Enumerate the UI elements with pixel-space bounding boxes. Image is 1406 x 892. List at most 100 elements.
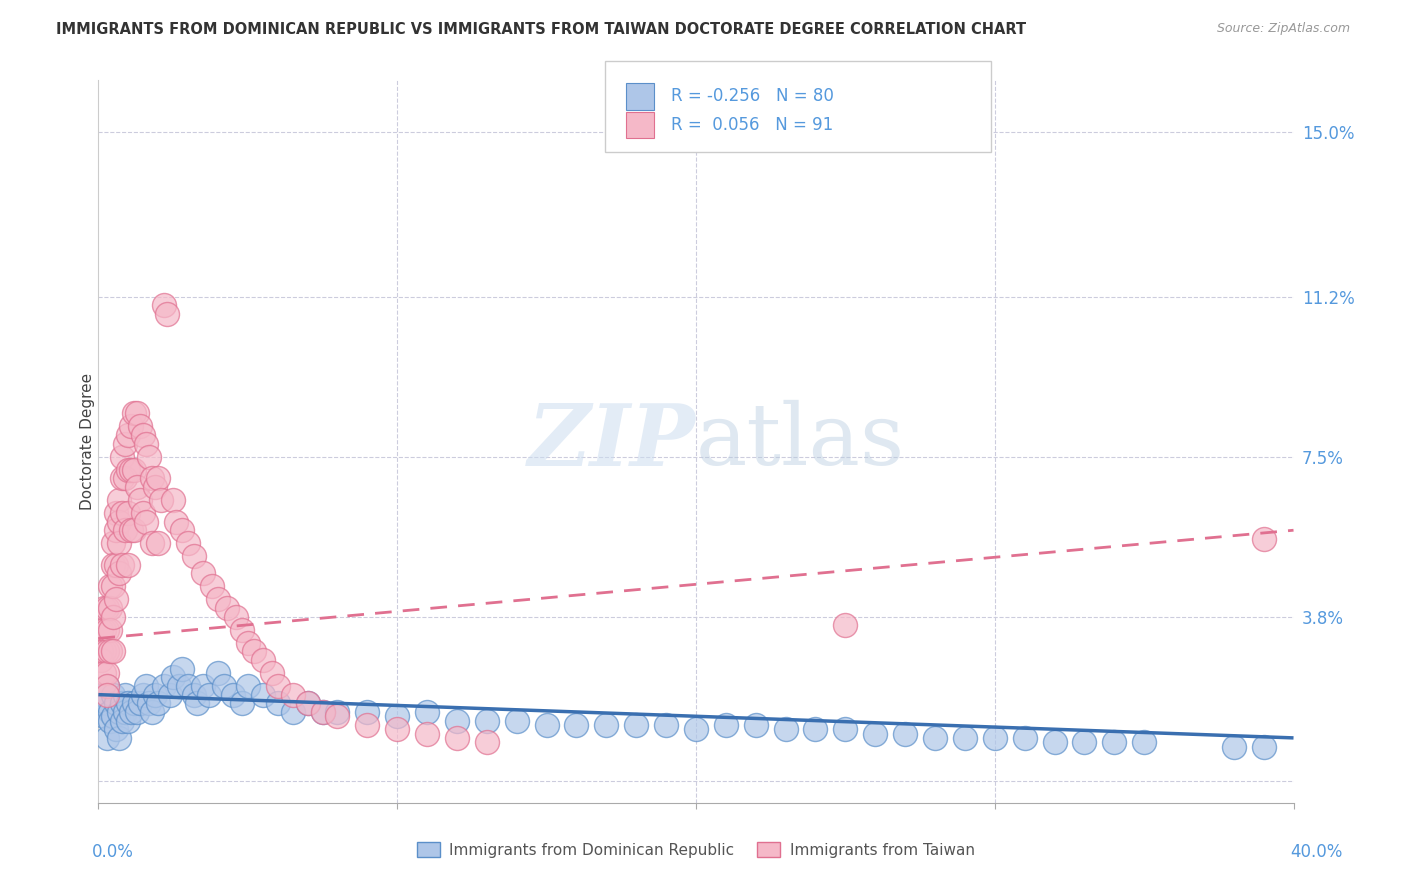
Point	[117, 714, 139, 728]
Point	[93, 623, 115, 637]
Point	[267, 679, 290, 693]
Point	[129, 492, 152, 507]
Point	[984, 731, 1007, 745]
Point	[96, 688, 118, 702]
Point	[93, 644, 115, 658]
Point	[111, 714, 134, 728]
Y-axis label: Doctorate Degree: Doctorate Degree	[80, 373, 94, 510]
Point	[595, 718, 617, 732]
Point	[311, 705, 333, 719]
Point	[446, 731, 468, 745]
Point	[775, 723, 797, 737]
Point	[90, 623, 112, 637]
Point	[186, 696, 208, 710]
Point	[1104, 735, 1126, 749]
Point	[162, 670, 184, 684]
Point	[212, 679, 235, 693]
Point	[714, 718, 737, 732]
Point	[297, 696, 319, 710]
Point	[167, 679, 190, 693]
Legend: Immigrants from Dominican Republic, Immigrants from Taiwan: Immigrants from Dominican Republic, Immi…	[411, 836, 981, 863]
Point	[141, 471, 163, 485]
Point	[120, 463, 142, 477]
Point	[108, 566, 131, 581]
Point	[111, 696, 134, 710]
Point	[93, 688, 115, 702]
Point	[281, 688, 304, 702]
Point	[132, 506, 155, 520]
Point	[114, 523, 136, 537]
Point	[141, 705, 163, 719]
Point	[311, 705, 333, 719]
Point	[159, 688, 181, 702]
Point	[150, 492, 173, 507]
Point	[90, 644, 112, 658]
Point	[103, 558, 125, 572]
Point	[132, 428, 155, 442]
Point	[141, 536, 163, 550]
Text: 0.0%: 0.0%	[91, 843, 134, 861]
Point	[138, 696, 160, 710]
Point	[894, 726, 917, 740]
Point	[105, 558, 128, 572]
Point	[117, 506, 139, 520]
Point	[90, 653, 112, 667]
Point	[834, 723, 856, 737]
Point	[198, 688, 221, 702]
Point	[177, 679, 200, 693]
Point	[98, 601, 122, 615]
Point	[243, 644, 266, 658]
Point	[135, 679, 157, 693]
Point	[225, 609, 247, 624]
Text: R = -0.256   N = 80: R = -0.256 N = 80	[671, 87, 834, 105]
Point	[120, 419, 142, 434]
Point	[356, 705, 378, 719]
Point	[1253, 532, 1275, 546]
Point	[183, 688, 205, 702]
Point	[129, 696, 152, 710]
Point	[127, 406, 149, 420]
Point	[565, 718, 588, 732]
Text: IMMIGRANTS FROM DOMINICAN REPUBLIC VS IMMIGRANTS FROM TAIWAN DOCTORATE DEGREE CO: IMMIGRANTS FROM DOMINICAN REPUBLIC VS IM…	[56, 22, 1026, 37]
Point	[1043, 735, 1066, 749]
Point	[117, 428, 139, 442]
Point	[172, 662, 194, 676]
Point	[114, 436, 136, 450]
Point	[236, 636, 259, 650]
Point	[183, 549, 205, 564]
Point	[132, 688, 155, 702]
Point	[105, 592, 128, 607]
Point	[1014, 731, 1036, 745]
Point	[326, 709, 349, 723]
Point	[138, 450, 160, 464]
Point	[103, 688, 125, 702]
Point	[96, 679, 118, 693]
Point	[162, 492, 184, 507]
Point	[143, 688, 166, 702]
Point	[108, 536, 131, 550]
Point	[536, 718, 558, 732]
Point	[96, 731, 118, 745]
Point	[1133, 735, 1156, 749]
Point	[105, 506, 128, 520]
Point	[120, 523, 142, 537]
Point	[804, 723, 827, 737]
Point	[105, 696, 128, 710]
Point	[252, 688, 274, 702]
Point	[114, 688, 136, 702]
Point	[111, 471, 134, 485]
Point	[215, 601, 238, 615]
Text: ZIP: ZIP	[529, 400, 696, 483]
Point	[506, 714, 529, 728]
Point	[172, 523, 194, 537]
Point	[96, 644, 118, 658]
Point	[201, 579, 224, 593]
Point	[953, 731, 976, 745]
Point	[267, 696, 290, 710]
Point	[98, 579, 122, 593]
Point	[148, 471, 170, 485]
Point	[222, 688, 245, 702]
Point	[135, 436, 157, 450]
Point	[153, 298, 176, 312]
Point	[108, 705, 131, 719]
